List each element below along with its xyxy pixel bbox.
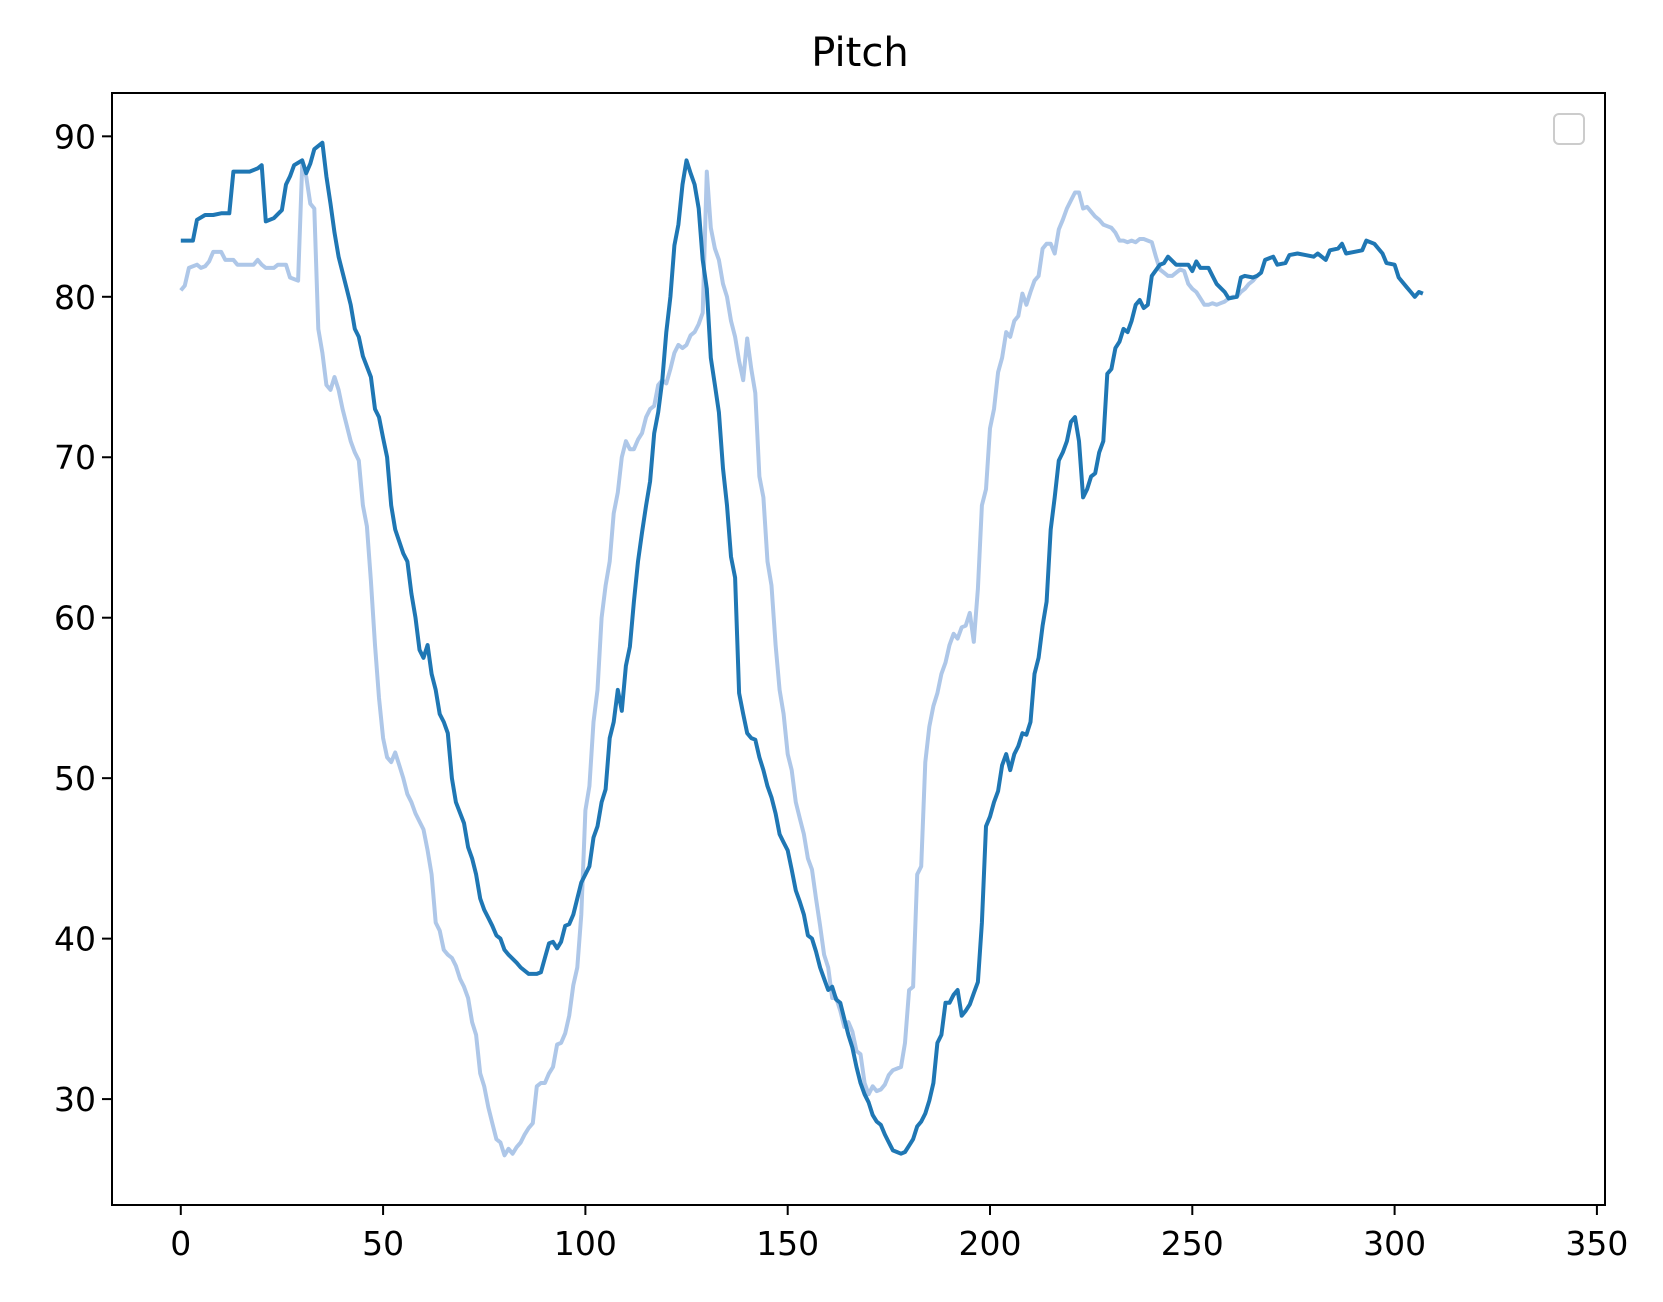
axes-frame bbox=[111, 92, 1606, 1206]
x-tick-label: 200 bbox=[958, 1224, 1021, 1263]
x-tick-label: 0 bbox=[170, 1224, 191, 1263]
series-line-1 bbox=[180, 140, 1424, 1156]
legend-box bbox=[1553, 113, 1585, 145]
y-tick-label: 70 bbox=[54, 438, 96, 477]
x-tick-label: 150 bbox=[756, 1224, 819, 1263]
y-axis: 30 40 50 60 70 80 90 bbox=[54, 117, 112, 1119]
x-axis: 0 50 100 150 200 250 300 350 bbox=[170, 1205, 1628, 1263]
x-tick-label: 300 bbox=[1363, 1224, 1426, 1263]
y-tick-label: 80 bbox=[54, 278, 96, 317]
y-tick-label: 90 bbox=[54, 117, 96, 156]
y-tick-label: 50 bbox=[54, 759, 96, 798]
x-tick-label: 250 bbox=[1161, 1224, 1224, 1263]
x-tick-label: 100 bbox=[554, 1224, 617, 1263]
x-tick-label: 50 bbox=[362, 1224, 404, 1263]
series-line-2 bbox=[179, 163, 1259, 1158]
x-tick-label: 350 bbox=[1565, 1224, 1628, 1263]
y-tick-label: 60 bbox=[54, 599, 96, 638]
y-tick-label: 30 bbox=[54, 1080, 96, 1119]
y-tick-label: 40 bbox=[54, 920, 96, 959]
chart-title: Pitch bbox=[811, 30, 908, 76]
